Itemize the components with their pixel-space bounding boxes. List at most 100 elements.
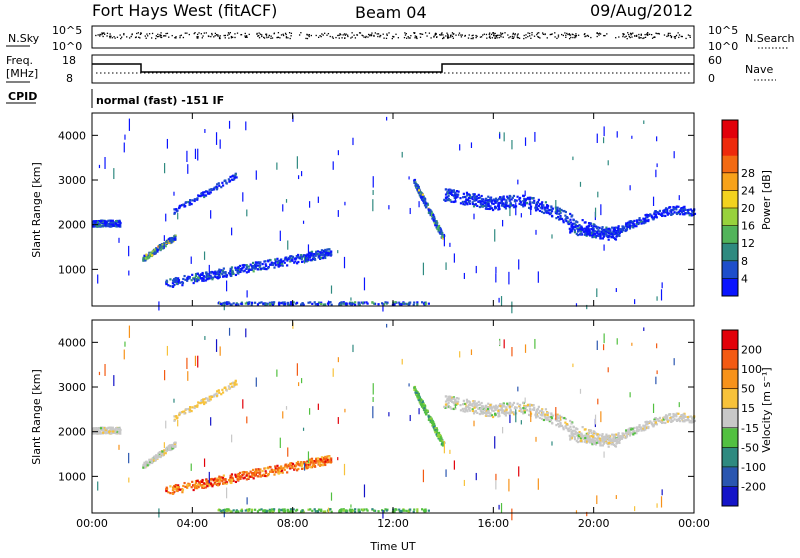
nsky-point	[604, 34, 606, 37]
velocity-echo	[240, 509, 243, 512]
power-echo	[416, 301, 419, 304]
power-echo	[541, 207, 544, 210]
velocity-echo	[425, 412, 428, 415]
nsky-point	[219, 37, 221, 39]
power-echo	[488, 207, 491, 210]
velocity-speckle	[194, 480, 197, 490]
power-echo	[161, 247, 165, 250]
power-echo	[570, 225, 573, 228]
power-echo	[453, 193, 456, 196]
power-speckle	[518, 259, 520, 270]
velocity-echo	[295, 461, 298, 465]
power-echo	[569, 221, 573, 224]
velocity-echo	[174, 483, 178, 487]
velocity-echo	[243, 476, 246, 479]
power-echo	[173, 280, 176, 283]
power-echo	[467, 196, 471, 200]
power-echo	[251, 261, 255, 265]
power-speckle	[494, 229, 496, 242]
velocity-speckle	[197, 355, 199, 368]
velocity-echo	[493, 407, 497, 410]
power-echo	[465, 191, 469, 194]
power-speckle	[401, 151, 403, 158]
velocity-echo	[112, 428, 116, 431]
power-echo	[301, 302, 304, 305]
power-echo	[323, 255, 326, 258]
nsky-point	[270, 37, 272, 40]
power-echo	[560, 217, 564, 221]
velocity-echo	[468, 406, 471, 410]
power-echo	[168, 241, 171, 244]
power-echo	[593, 225, 596, 228]
power-echo	[415, 184, 418, 187]
power-echo	[107, 219, 110, 222]
power-echo	[615, 235, 618, 238]
power-echo	[660, 214, 664, 218]
velocity-echo	[156, 455, 159, 459]
nsky-point	[518, 37, 521, 39]
power-echo	[284, 256, 287, 259]
power-echo	[450, 191, 453, 194]
velocity-echo	[373, 509, 376, 512]
power-echo	[224, 274, 227, 278]
nsky-point	[475, 34, 477, 37]
power-echo	[289, 260, 292, 263]
power-echo	[436, 227, 439, 231]
velocity-echo	[170, 443, 173, 447]
velocity-echo	[571, 434, 574, 437]
power-echo	[176, 279, 179, 282]
power-echo	[245, 271, 248, 274]
velocity-echo	[473, 406, 476, 409]
velocity-speckle	[363, 484, 366, 498]
velocity-echo	[286, 471, 289, 474]
power-echo	[145, 257, 148, 260]
velocity-echo	[178, 413, 181, 416]
velocity-echo	[599, 444, 602, 447]
velocity-speckle	[535, 436, 537, 442]
power-echo	[683, 213, 686, 216]
power-speckle	[652, 196, 655, 206]
velocity-echo	[103, 427, 106, 430]
velocity-echo	[220, 509, 223, 513]
power-echo	[496, 199, 499, 202]
velocity-echo	[119, 429, 122, 432]
nsky-point	[446, 37, 449, 39]
velocity-echo	[323, 456, 326, 460]
velocity-echo	[566, 428, 569, 431]
power-echo	[539, 206, 542, 209]
power-echo	[196, 272, 199, 275]
nsky-point	[575, 34, 578, 37]
velocity-speckle	[453, 460, 455, 470]
power-speckle	[634, 299, 636, 305]
nsky-point	[365, 36, 367, 39]
power-speckle	[163, 245, 165, 249]
power-speckle	[186, 150, 188, 163]
power-echo	[497, 206, 501, 209]
power-echo	[541, 201, 544, 204]
velocity-echo	[550, 421, 554, 425]
velocity-echo	[169, 444, 172, 447]
nsky-point	[448, 36, 450, 39]
nsky-point	[460, 34, 462, 36]
nsky-point	[288, 32, 291, 34]
velocity-speckle	[530, 411, 532, 423]
velocity-echo	[393, 510, 396, 513]
nsky-point	[486, 37, 488, 39]
velocity-echo	[314, 465, 317, 468]
nsky-point	[217, 34, 219, 36]
velocity-speckle	[332, 368, 334, 377]
velocity-echo	[288, 463, 291, 466]
velocity-echo	[302, 461, 306, 464]
velocity-echo	[516, 402, 519, 405]
nsky-point	[103, 33, 106, 35]
nsky-point	[622, 35, 624, 38]
power-echo	[297, 253, 300, 257]
velocity-echo	[485, 409, 488, 413]
power-echo	[160, 245, 163, 249]
velocity-speckle	[586, 511, 588, 517]
velocity-speckle	[372, 383, 374, 395]
velocity-echo	[450, 407, 453, 410]
velocity-echo	[218, 391, 221, 394]
power-echo	[624, 223, 628, 226]
velocity-echo	[258, 508, 261, 511]
